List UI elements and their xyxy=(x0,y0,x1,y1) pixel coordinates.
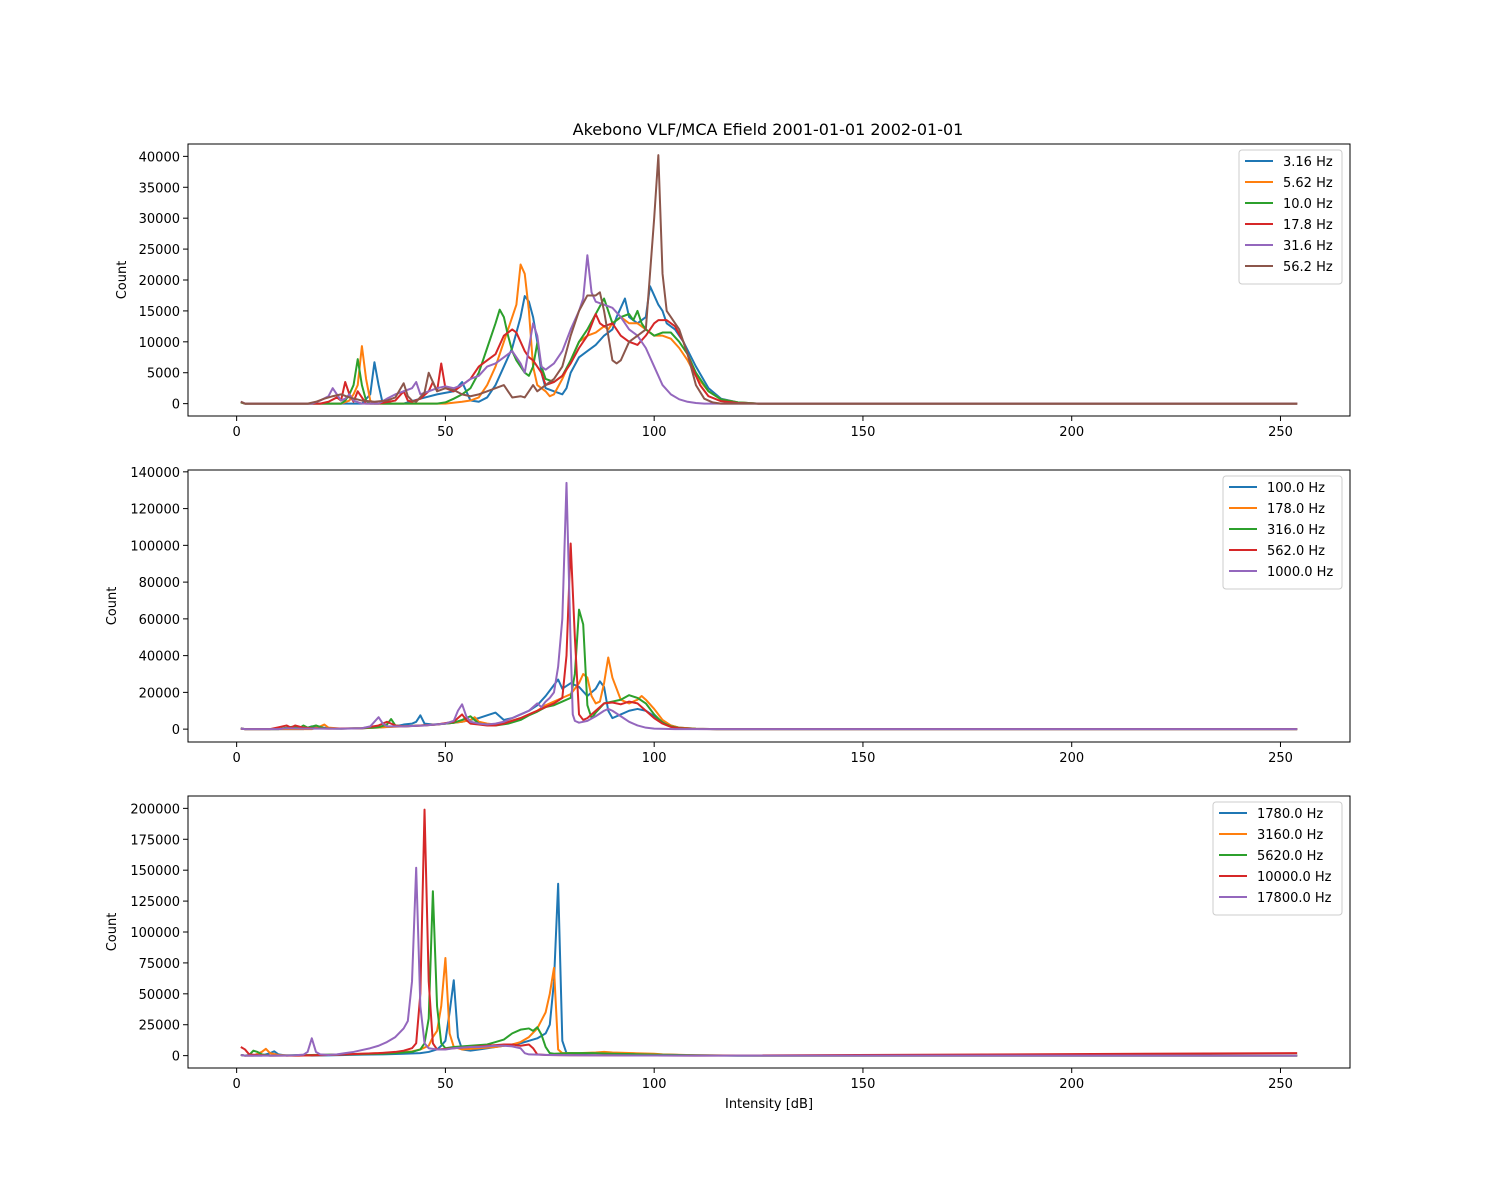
legend: 100.0 Hz 178.0 Hz 316.0 Hz 562.0 Hz 1000.0 H… xyxy=(1222,475,1343,590)
y-tick-label: 0 xyxy=(172,1050,180,1065)
x-tick-label: 0 xyxy=(233,425,241,440)
legend-entry: 10000.0 Hz xyxy=(1257,870,1332,885)
legend-entry: 10.0 Hz xyxy=(1283,197,1333,212)
x-axis-label: Intensity [dB] xyxy=(725,1097,813,1112)
y-axis-label: Count xyxy=(115,261,130,300)
x-tick-label: 150 xyxy=(851,425,876,440)
x-tick-label: 0 xyxy=(233,751,241,766)
panels: 0 50 100 150 200 2500500010000150002000025000… xyxy=(105,143,1351,1112)
y-axis-label: Count xyxy=(105,913,120,952)
x-tick-label: 100 xyxy=(642,1077,667,1092)
y-tick-label: 60000 xyxy=(139,613,180,628)
x-tick-label: 50 xyxy=(437,751,454,766)
series-line-5 xyxy=(240,481,1298,731)
x-tick-label: 250 xyxy=(1268,751,1293,766)
y-axis-label: Count xyxy=(105,587,120,626)
legend-entry: 31.6 Hz xyxy=(1283,239,1333,254)
legend-entry: 5620.0 Hz xyxy=(1257,849,1323,864)
series-lines xyxy=(240,481,1298,731)
y-tick-label: 15000 xyxy=(139,305,180,320)
legend-entry: 3.16 Hz xyxy=(1283,155,1333,170)
y-tick-label: 125000 xyxy=(130,895,180,910)
legend-entry: 316.0 Hz xyxy=(1267,523,1325,538)
legend-entry: 3160.0 Hz xyxy=(1257,828,1323,843)
y-tick-label: 75000 xyxy=(139,957,180,972)
x-tick-label: 200 xyxy=(1059,1077,1084,1092)
y-tick-label: 35000 xyxy=(139,181,180,196)
x-tick-label: 150 xyxy=(851,1077,876,1092)
series-lines xyxy=(240,808,1298,1057)
y-tick-label: 200000 xyxy=(130,802,180,817)
subplot-3: 0 50 100 150 200 250 0 25000 50000 75000 100000 125… xyxy=(105,795,1351,1112)
y-tick-label: 30000 xyxy=(139,212,180,227)
legend-entry: 56.2 Hz xyxy=(1283,260,1333,275)
series-line-6 xyxy=(240,154,1298,405)
legend-entry: 1000.0 Hz xyxy=(1267,565,1333,580)
y-tick-label: 0 xyxy=(172,398,180,413)
legend-entry: 178.0 Hz xyxy=(1267,502,1325,517)
y-tick-label: 25000 xyxy=(139,1019,180,1034)
legend-entry: 562.0 Hz xyxy=(1267,544,1325,559)
y-tick-label: 100000 xyxy=(130,926,180,941)
y-tick-label: 40000 xyxy=(139,150,180,165)
x-tick-label: 0 xyxy=(233,1077,241,1092)
y-tick-label: 20000 xyxy=(139,274,180,289)
x-tick-label: 200 xyxy=(1059,425,1084,440)
y-tick-label: 25000 xyxy=(139,243,180,258)
series-lines xyxy=(240,154,1298,405)
legend: 1780.0 Hz 3160.0 Hz 5620.0 Hz 10000.0 Hz 178… xyxy=(1212,801,1343,916)
legend-box xyxy=(1238,149,1343,285)
y-tick-label: 50000 xyxy=(139,988,180,1003)
legend-entry: 1780.0 Hz xyxy=(1257,807,1323,822)
legend-box xyxy=(1212,801,1343,916)
y-tick-label: 100000 xyxy=(130,539,180,554)
y-tick-label: 40000 xyxy=(139,650,180,665)
legend-entry: 5.62 Hz xyxy=(1283,176,1333,191)
x-tick-label: 150 xyxy=(851,751,876,766)
y-tick-label: 140000 xyxy=(130,466,180,481)
legend-box xyxy=(1222,475,1343,590)
y-tick-label: 20000 xyxy=(139,686,180,701)
x-tick-label: 50 xyxy=(437,1077,454,1092)
y-tick-label: 175000 xyxy=(130,833,180,848)
series-line-1 xyxy=(240,285,1298,405)
x-tick-label: 100 xyxy=(642,425,667,440)
x-tick-label: 250 xyxy=(1268,425,1293,440)
x-tick-label: 100 xyxy=(642,751,667,766)
x-tick-label: 200 xyxy=(1059,751,1084,766)
legend-entry: 17.8 Hz xyxy=(1283,218,1333,233)
y-tick-label: 10000 xyxy=(139,336,180,351)
legend-entry: 17800.0 Hz xyxy=(1257,891,1332,906)
subplot-2: 0 50 100 150 200 250 0 20000 40000 60000 80000 1000… xyxy=(105,466,1351,766)
y-tick-label: 120000 xyxy=(130,503,180,518)
y-tick-label: 80000 xyxy=(139,576,180,591)
x-tick-label: 50 xyxy=(437,425,454,440)
legend-entry: 100.0 Hz xyxy=(1267,481,1325,496)
chart-title: Akebono VLF/MCA Efield 2001-01-01 2002-0… xyxy=(573,120,964,139)
subplot-1: 0 50 100 150 200 250 0 5000 10000 15000 20000 25000… xyxy=(115,143,1351,440)
y-tick-label: 150000 xyxy=(130,864,180,879)
x-tick-label: 250 xyxy=(1268,1077,1293,1092)
y-tick-label: 5000 xyxy=(147,367,180,382)
axes-frame xyxy=(187,469,1351,743)
series-line-5 xyxy=(240,866,1298,1057)
y-tick-label: 0 xyxy=(172,723,180,738)
legend: 3.16 Hz 5.62 Hz 10.0 Hz 17.8 Hz 31.6 Hz 56.2 … xyxy=(1238,149,1343,285)
